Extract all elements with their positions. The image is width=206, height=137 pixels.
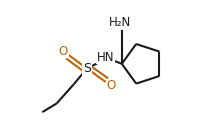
Text: O: O: [107, 79, 116, 92]
Text: H₂N: H₂N: [109, 16, 132, 29]
Text: S: S: [83, 62, 91, 75]
Text: O: O: [59, 45, 68, 58]
Text: HN: HN: [97, 51, 115, 64]
